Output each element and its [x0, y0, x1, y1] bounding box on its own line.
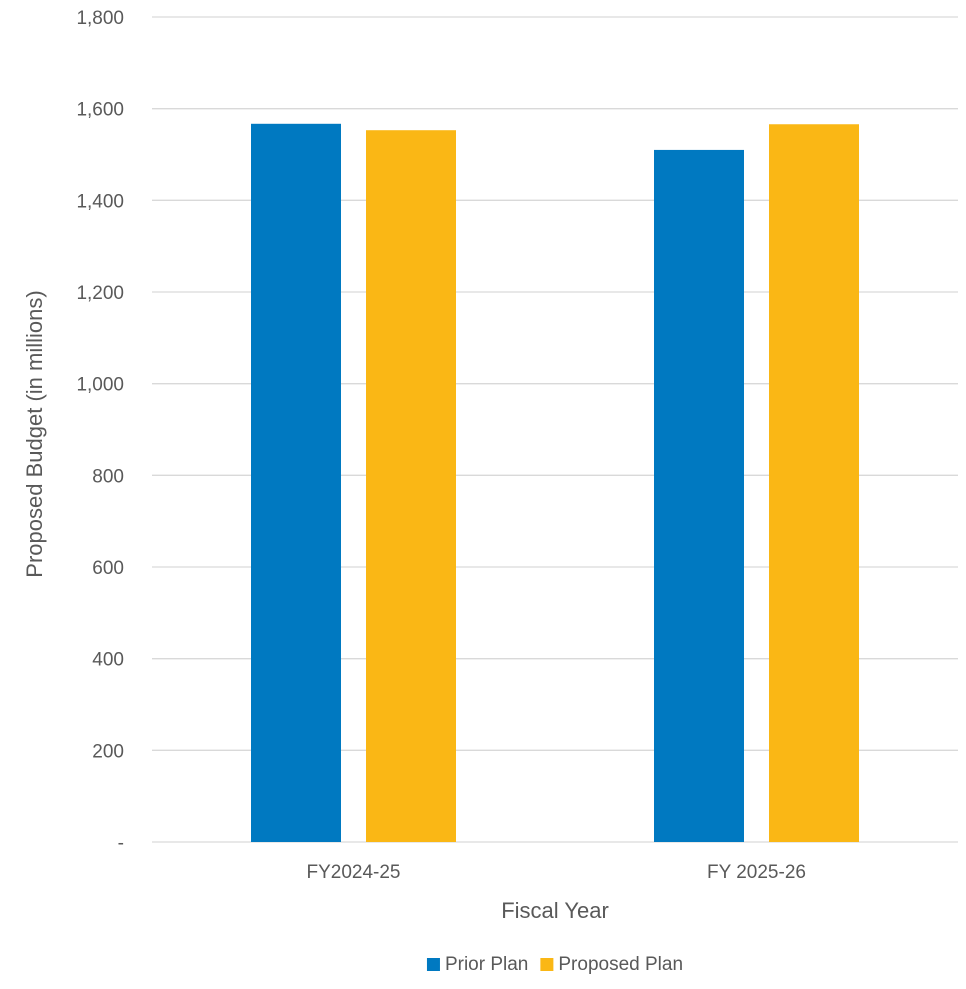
legend-swatch: [540, 958, 554, 971]
x-axis-categories: FY2024-25 FY 2025-26: [306, 862, 805, 883]
y-axis-title: Proposed Budget (in millions): [22, 290, 47, 577]
y-tick-label: 1,000: [76, 375, 124, 396]
bar-proposed-plan: [366, 130, 456, 843]
y-tick-label: 600: [92, 558, 124, 579]
y-tick-label: 1,400: [76, 191, 124, 212]
y-tick-label: 200: [92, 741, 124, 762]
legend: Prior Plan Proposed Plan: [426, 954, 683, 975]
legend-label: Prior Plan: [445, 954, 528, 975]
x-axis-title: Fiscal Year: [501, 898, 609, 923]
y-tick-label: 1,200: [76, 283, 124, 304]
bar-proposed-plan: [769, 124, 859, 842]
y-tick-label: 400: [92, 650, 124, 671]
y-axis-ticks: - 200 400 600 800 1,000 1,200 1,400 1,600 1,800: [76, 8, 124, 854]
bar-prior-plan: [654, 149, 744, 842]
x-category-label: FY 2025-26: [707, 862, 806, 883]
y-tick-label: 800: [92, 466, 124, 487]
bars: [251, 123, 859, 843]
bar-prior-plan: [251, 123, 341, 842]
y-tick-label: 1,800: [76, 8, 124, 29]
legend-label: Proposed Plan: [558, 954, 683, 975]
y-tick-label: 1,600: [76, 100, 124, 121]
x-category-label: FY2024-25: [306, 862, 400, 883]
legend-swatch: [426, 958, 440, 971]
y-tick-label: -: [118, 833, 124, 854]
